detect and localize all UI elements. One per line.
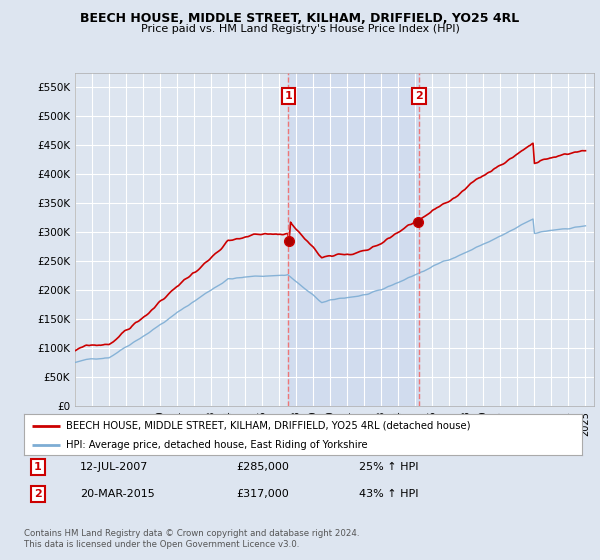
- Text: Contains HM Land Registry data © Crown copyright and database right 2024.
This d: Contains HM Land Registry data © Crown c…: [24, 529, 359, 549]
- Text: 12-JUL-2007: 12-JUL-2007: [80, 461, 148, 472]
- Bar: [289, 73, 419, 406]
- Text: £285,000: £285,000: [236, 461, 289, 472]
- Text: 1: 1: [34, 461, 42, 472]
- Text: HPI: Average price, detached house, East Riding of Yorkshire: HPI: Average price, detached house, East…: [66, 440, 367, 450]
- Text: 2: 2: [34, 489, 42, 500]
- Text: 43% ↑ HPI: 43% ↑ HPI: [359, 489, 418, 500]
- Text: BEECH HOUSE, MIDDLE STREET, KILHAM, DRIFFIELD, YO25 4RL (detached house): BEECH HOUSE, MIDDLE STREET, KILHAM, DRIF…: [66, 421, 470, 431]
- Text: £317,000: £317,000: [236, 489, 289, 500]
- Text: 25% ↑ HPI: 25% ↑ HPI: [359, 461, 418, 472]
- Text: BEECH HOUSE, MIDDLE STREET, KILHAM, DRIFFIELD, YO25 4RL: BEECH HOUSE, MIDDLE STREET, KILHAM, DRIF…: [80, 12, 520, 25]
- Text: Price paid vs. HM Land Registry's House Price Index (HPI): Price paid vs. HM Land Registry's House …: [140, 24, 460, 34]
- Text: 2: 2: [415, 91, 423, 101]
- Text: 20-MAR-2015: 20-MAR-2015: [80, 489, 155, 500]
- Text: 1: 1: [284, 91, 292, 101]
